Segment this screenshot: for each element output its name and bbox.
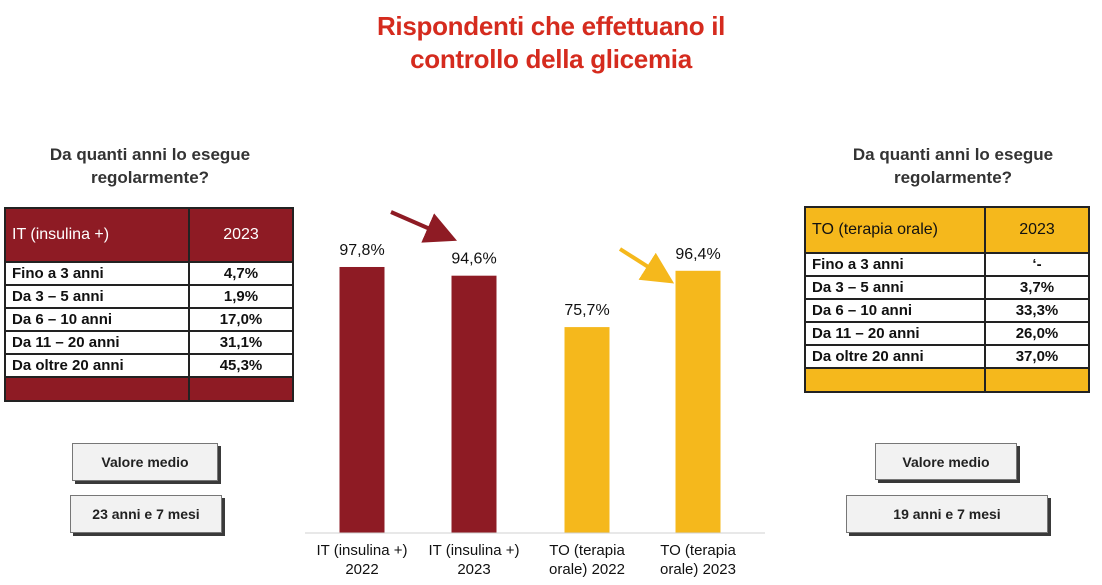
row-value: 45,3% (188, 353, 294, 378)
row-value: 31,1% (188, 330, 294, 355)
row-label: Da 3 – 5 anni (4, 284, 190, 309)
left-header-label: IT (insulina +) (4, 207, 190, 263)
right-question-line-1: Da quanti anni lo esegue (852, 145, 1054, 164)
table-row: Da oltre 20 anni 45,3% (4, 353, 294, 378)
table-row: Fino a 3 anni 4,7% (4, 261, 294, 286)
tick-label: 2022 (345, 561, 378, 578)
bar (564, 327, 610, 533)
row-value: 37,0% (984, 344, 1090, 369)
right-question-line-2: regolarmente? (893, 168, 1013, 187)
bar (451, 275, 497, 533)
row-value: 17,0% (188, 307, 294, 332)
left-question-line-2: regolarmente? (90, 168, 210, 187)
table-row: Fino a 3 anni ‘- (804, 252, 1090, 277)
row-value: 26,0% (984, 321, 1090, 346)
data-label: 97,8% (339, 242, 384, 259)
left-average-value: 23 anni e 7 mesi (70, 495, 222, 533)
row-value: 1,9% (188, 284, 294, 309)
yellow-arrow (618, 247, 675, 284)
left-table-header: IT (insulina +) 2023 (4, 207, 294, 263)
tick-label: IT (insulina +) (316, 542, 407, 559)
left-average-label: Valore medio (72, 443, 218, 481)
table-row: Da 6 – 10 anni 17,0% (4, 307, 294, 332)
bar (675, 270, 721, 533)
tick-label: IT (insulina +) (428, 542, 519, 559)
table-row: Da 11 – 20 anni 26,0% (804, 321, 1090, 346)
right-table-footer (804, 367, 1090, 393)
tick-label: 2023 (457, 561, 490, 578)
right-header-year: 2023 (984, 206, 1090, 254)
data-label: 94,6% (451, 251, 496, 268)
row-label: Da oltre 20 anni (804, 344, 986, 369)
row-label: Fino a 3 anni (4, 261, 190, 286)
data-label: 96,4% (675, 246, 720, 263)
row-label: Da oltre 20 anni (4, 353, 190, 378)
right-table-header: TO (terapia orale) 2023 (804, 206, 1090, 254)
title-line-1: Rispondenti che effettuano il (376, 11, 726, 41)
red-arrow (390, 210, 457, 243)
data-label: 75,7% (564, 302, 609, 319)
left-table: IT (insulina +) 2023 Fino a 3 anni 4,7% … (4, 207, 294, 402)
table-row: Da 6 – 10 anni 33,3% (804, 298, 1090, 323)
table-row: Da 3 – 5 anni 1,9% (4, 284, 294, 309)
row-label: Da 11 – 20 anni (4, 330, 190, 355)
table-row: Da 11 – 20 anni 31,1% (4, 330, 294, 355)
row-label: Da 11 – 20 anni (804, 321, 986, 346)
tick-label: orale) 2022 (549, 561, 625, 578)
right-header-label: TO (terapia orale) (804, 206, 986, 254)
row-value: 33,3% (984, 298, 1090, 323)
right-average-value: 19 anni e 7 mesi (846, 495, 1048, 533)
left-table-footer (4, 376, 294, 402)
left-header-year: 2023 (188, 207, 294, 263)
row-value: ‘- (984, 252, 1090, 277)
tick-label: orale) 2023 (660, 561, 736, 578)
page-title: Rispondenti che effettuano il controllo … (0, 10, 1102, 76)
row-value: 4,7% (188, 261, 294, 286)
title-line-2: controllo della glicemia (410, 44, 692, 74)
table-row: Da oltre 20 anni 37,0% (804, 344, 1090, 369)
bar (339, 266, 385, 533)
row-label: Da 6 – 10 anni (4, 307, 190, 332)
left-question: Da quanti anni lo esegue regolarmente? (0, 143, 300, 189)
row-label: Fino a 3 anni (804, 252, 986, 277)
row-label: Da 6 – 10 anni (804, 298, 986, 323)
tick-label: TO (terapia (549, 542, 625, 559)
row-value: 3,7% (984, 275, 1090, 300)
tick-label: TO (terapia (660, 542, 736, 559)
left-question-line-1: Da quanti anni lo esegue (49, 145, 251, 164)
row-label: Da 3 – 5 anni (804, 275, 986, 300)
right-question: Da quanti anni lo esegue regolarmente? (803, 143, 1102, 189)
table-row: Da 3 – 5 anni 3,7% (804, 275, 1090, 300)
right-average-label: Valore medio (875, 443, 1017, 480)
right-table: TO (terapia orale) 2023 Fino a 3 anni ‘-… (804, 206, 1090, 393)
